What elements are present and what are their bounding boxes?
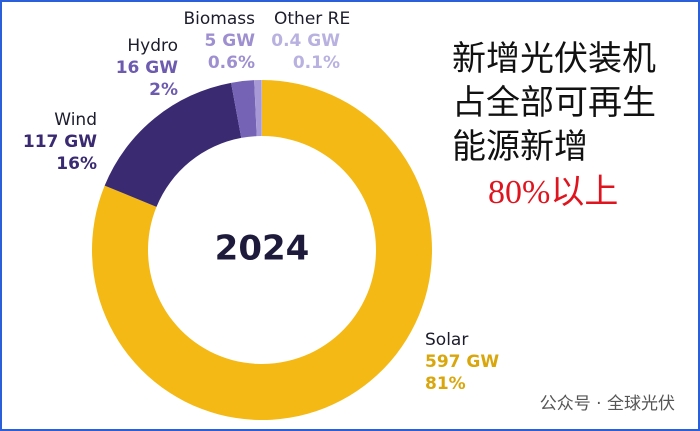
annotation-line: 能源新增 bbox=[452, 128, 588, 166]
slice bbox=[261, 80, 262, 137]
category-label: Wind bbox=[54, 110, 97, 130]
center-label: 2024 bbox=[215, 229, 310, 269]
slice bbox=[104, 82, 242, 207]
percentage-label: 0.6% bbox=[208, 53, 255, 73]
annotation-line: 占全部可再生 bbox=[452, 84, 656, 122]
annotation-line: 新增光伏装机 bbox=[452, 40, 656, 78]
category-label: Biomass bbox=[184, 9, 256, 29]
value-label: 117 GW bbox=[23, 132, 97, 152]
percentage-label: 0.1% bbox=[293, 53, 340, 73]
value-label: 597 GW bbox=[425, 352, 499, 372]
slice bbox=[254, 80, 262, 137]
slice bbox=[92, 80, 433, 420]
category-label: Solar bbox=[425, 330, 468, 350]
category-label: Other RE bbox=[274, 9, 350, 29]
watermark: 公众号 · 全球光伏 bbox=[540, 394, 675, 414]
percentage-label: 81% bbox=[425, 374, 466, 394]
percentage-label: 16% bbox=[56, 154, 97, 174]
value-label: 0.4 GW bbox=[271, 31, 340, 51]
slice bbox=[231, 80, 257, 138]
annotation-highlight: 80%以上 bbox=[488, 174, 618, 211]
category-label: Hydro bbox=[127, 36, 178, 56]
value-label: 5 GW bbox=[205, 31, 256, 51]
value-label: 16 GW bbox=[116, 58, 179, 78]
percentage-label: 2% bbox=[149, 80, 178, 100]
